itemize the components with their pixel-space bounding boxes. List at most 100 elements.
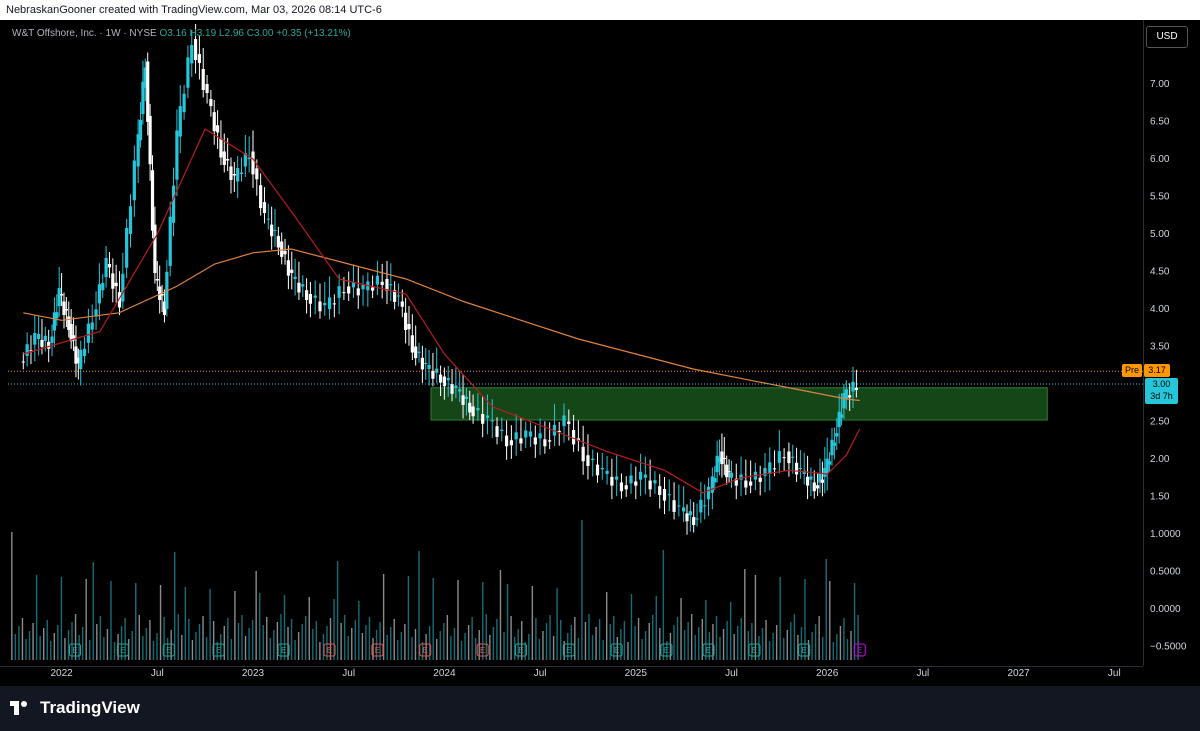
candle-body bbox=[347, 286, 351, 294]
earnings-marker-icon bbox=[212, 643, 225, 657]
candle-body bbox=[464, 396, 469, 399]
candle-body bbox=[619, 482, 624, 492]
candle-body bbox=[318, 301, 322, 312]
price-tick-label: 6.00 bbox=[1150, 154, 1170, 165]
candle-body bbox=[342, 292, 346, 294]
candle-body bbox=[519, 438, 523, 444]
candle-body bbox=[798, 468, 802, 469]
candle-body bbox=[528, 431, 533, 437]
short-moving-average-line bbox=[23, 128, 861, 494]
candle-body bbox=[435, 368, 439, 373]
earnings-marker-icon bbox=[68, 643, 81, 657]
candle-body bbox=[567, 421, 571, 424]
candle-body bbox=[148, 115, 152, 165]
earnings-marker-label: E bbox=[614, 646, 619, 655]
candle-body bbox=[76, 357, 80, 363]
candle-body bbox=[431, 370, 435, 379]
candle-body bbox=[79, 349, 83, 369]
candle-body bbox=[162, 301, 167, 315]
candle-body bbox=[175, 130, 179, 180]
chart-pane[interactable]: 7.00 6.50 6.00 5.50 5.00 4.50 4.00 3.50 3.00 2.50… bbox=[0, 20, 1200, 686]
candle-body bbox=[458, 389, 462, 392]
candle-body bbox=[446, 378, 450, 381]
pre-value: 3.17 bbox=[1144, 364, 1170, 377]
last-price-value: 3.00 bbox=[1152, 379, 1171, 389]
candle-body bbox=[290, 269, 294, 273]
candle-body bbox=[844, 389, 848, 399]
price-tick-label: 6.50 bbox=[1150, 117, 1170, 128]
candle-body bbox=[222, 151, 226, 165]
candle-body bbox=[717, 457, 722, 462]
candle-body bbox=[205, 84, 209, 93]
candle-body bbox=[193, 39, 198, 60]
earnings-marker-icon bbox=[162, 643, 175, 657]
time-tick-label: 2027 bbox=[1007, 668, 1030, 679]
candle-body bbox=[178, 106, 182, 137]
candle-body bbox=[471, 406, 475, 417]
tradingview-logo[interactable]: TradingView bbox=[10, 698, 140, 718]
attribution-text: NebraskanGooner created with TradingView… bbox=[6, 4, 382, 16]
chart-canvas[interactable]: 7.00 6.50 6.00 5.50 5.00 4.50 4.00 3.50 3.00 2.50… bbox=[0, 20, 1200, 686]
earnings-marker-label: E bbox=[664, 646, 669, 655]
candle-body bbox=[219, 138, 223, 158]
candle-body bbox=[301, 284, 305, 287]
candle-body bbox=[576, 438, 580, 441]
candle-body bbox=[643, 474, 647, 478]
candle-body bbox=[638, 471, 643, 480]
candle-body bbox=[141, 81, 145, 114]
candle-body bbox=[854, 387, 858, 390]
candle-body bbox=[624, 485, 628, 490]
candle-body bbox=[739, 474, 743, 480]
currency-button[interactable]: USD bbox=[1146, 26, 1188, 48]
attribution-bar: NebraskanGooner created with TradingView… bbox=[0, 0, 1200, 20]
candle-body bbox=[763, 468, 767, 476]
candle-body bbox=[101, 283, 105, 291]
candle-body bbox=[239, 172, 244, 174]
earnings-marker-label: E bbox=[423, 646, 428, 655]
candle-body bbox=[791, 456, 795, 458]
candle-body bbox=[851, 381, 855, 392]
earnings-marker-icon bbox=[562, 643, 575, 657]
candle-body bbox=[171, 185, 176, 223]
candle-body bbox=[168, 216, 172, 266]
candle-body bbox=[533, 437, 537, 445]
candle-body bbox=[389, 284, 393, 286]
candle-body bbox=[454, 385, 458, 388]
time-tick-label: Jul bbox=[342, 668, 355, 679]
candle-body bbox=[490, 420, 494, 422]
candle-body bbox=[52, 312, 57, 331]
candle-body bbox=[229, 166, 233, 180]
time-tick-label: 2023 bbox=[242, 668, 265, 679]
long-moving-average-line bbox=[23, 248, 860, 402]
candle-body bbox=[125, 228, 129, 268]
candle-body bbox=[201, 69, 205, 90]
earnings-marker-icon bbox=[116, 643, 129, 657]
candle-body bbox=[468, 402, 472, 413]
candle-body bbox=[548, 440, 552, 442]
candle-body bbox=[504, 435, 509, 447]
candle-body bbox=[662, 489, 667, 501]
candle-body bbox=[385, 279, 389, 291]
price-tick-label: 5.00 bbox=[1150, 229, 1170, 240]
candle-body bbox=[677, 505, 681, 507]
candle-body bbox=[74, 346, 78, 364]
candle-body bbox=[688, 511, 692, 516]
candle-body bbox=[215, 125, 220, 133]
candle-body bbox=[158, 286, 162, 300]
earnings-marker-icon bbox=[853, 643, 866, 657]
earnings-marker-label: E bbox=[72, 646, 77, 655]
earnings-marker-label: E bbox=[480, 646, 485, 655]
candle-body bbox=[251, 151, 255, 175]
price-tick-label: 2.00 bbox=[1150, 454, 1170, 465]
candle-body bbox=[438, 374, 443, 383]
earnings-marker-label: E bbox=[216, 646, 221, 655]
candle-body bbox=[417, 351, 421, 353]
candle-body bbox=[128, 206, 133, 234]
earnings-marker-label: E bbox=[706, 646, 711, 655]
time-tick-label: Jul bbox=[725, 668, 738, 679]
candle-body bbox=[286, 260, 291, 276]
candle-body bbox=[839, 414, 844, 418]
earnings-marker-icon bbox=[419, 643, 432, 657]
candle-body bbox=[37, 333, 41, 339]
candle-body bbox=[243, 153, 247, 167]
